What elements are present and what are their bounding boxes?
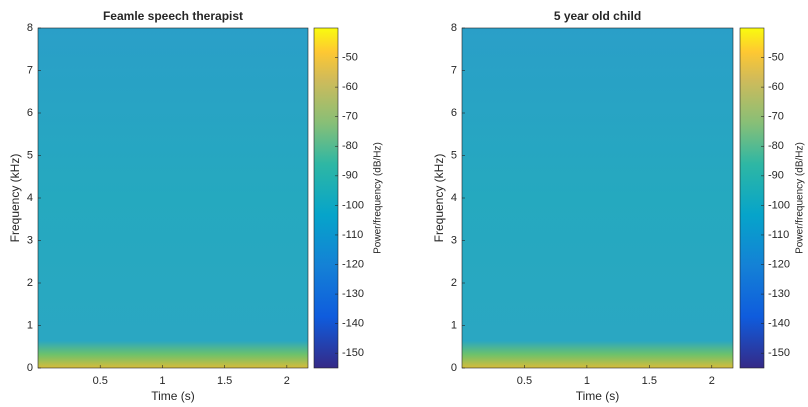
x-tick-label: 0.5 [93,375,108,387]
spectrogram-image [38,28,308,368]
colorbar-tick-label: -110 [768,229,789,241]
colorbar-tick-label: -110 [342,229,363,241]
y-tick-label: 7 [451,64,457,76]
x-tick-label: 1 [584,375,590,387]
colorbar-tick-label: -50 [768,51,784,63]
y-tick-label: 4 [451,192,457,204]
y-tick-label: 7 [27,64,33,76]
y-tick-label: 2 [27,277,33,289]
colorbar-tick-label: -80 [768,140,784,152]
y-tick-label: 1 [451,319,457,331]
y-tick-label: 1 [27,319,33,331]
colorbar-tick-label: -130 [342,288,364,300]
colorbar [739,27,765,369]
x-axis-label: Time (s) [151,389,195,403]
y-axis-label: Frequency (kHz) [8,154,22,243]
colorbar-tick-label: -100 [342,199,364,211]
y-tick-label: 0 [451,362,457,374]
x-tick-label: 0.5 [517,375,532,387]
colorbar-tick-label: -60 [342,81,358,93]
colorbar-tick-label: -90 [342,170,358,182]
colorbar-tick-label: -130 [768,288,790,300]
colorbar-tick-label: -70 [342,111,358,123]
x-tick-label: 2 [284,375,290,387]
y-tick-label: 0 [27,362,33,374]
x-tick-label: 1 [159,375,165,387]
y-tick-label: 6 [451,107,457,119]
chart-title: 5 year old child [554,9,641,23]
colorbar-tick-label: -70 [768,111,784,123]
colorbar-tick-label: -60 [768,81,784,93]
y-tick-label: 5 [27,149,33,161]
spectrogram-image [462,28,733,368]
colorbar-tick-label: -140 [768,318,790,330]
colorbar-tick-label: -150 [768,347,790,359]
x-tick-label: 2 [709,375,715,387]
x-tick-label: 1.5 [642,375,657,387]
colorbar-tick-label: -80 [342,140,358,152]
colorbar-tick-label: -120 [768,258,790,270]
colorbar [313,27,339,369]
x-axis-label: Time (s) [576,389,620,403]
colorbar-tick-label: -90 [768,170,784,182]
y-tick-label: 6 [27,107,33,119]
x-tick-label: 1.5 [217,375,232,387]
y-tick-label: 5 [451,149,457,161]
y-tick-label: 3 [27,234,33,246]
y-tick-label: 2 [451,277,457,289]
colorbar-tick-label: -140 [342,318,364,330]
colorbar-tick-label: -150 [342,347,364,359]
y-axis-label: Frequency (kHz) [432,154,446,243]
y-tick-label: 8 [27,22,33,34]
colorbar-tick-label: -120 [342,258,364,270]
y-tick-label: 3 [451,234,457,246]
y-tick-label: 8 [451,22,457,34]
y-tick-label: 4 [27,192,33,204]
colorbar-tick-label: -50 [342,51,358,63]
colorbar-tick-label: -100 [768,199,790,211]
colorbar-label: Power/frequency (dB/Hz) [373,142,384,254]
chart-title: Feamle speech therapist [103,9,243,23]
colorbar-label: Power/frequency (dB/Hz) [795,142,806,254]
